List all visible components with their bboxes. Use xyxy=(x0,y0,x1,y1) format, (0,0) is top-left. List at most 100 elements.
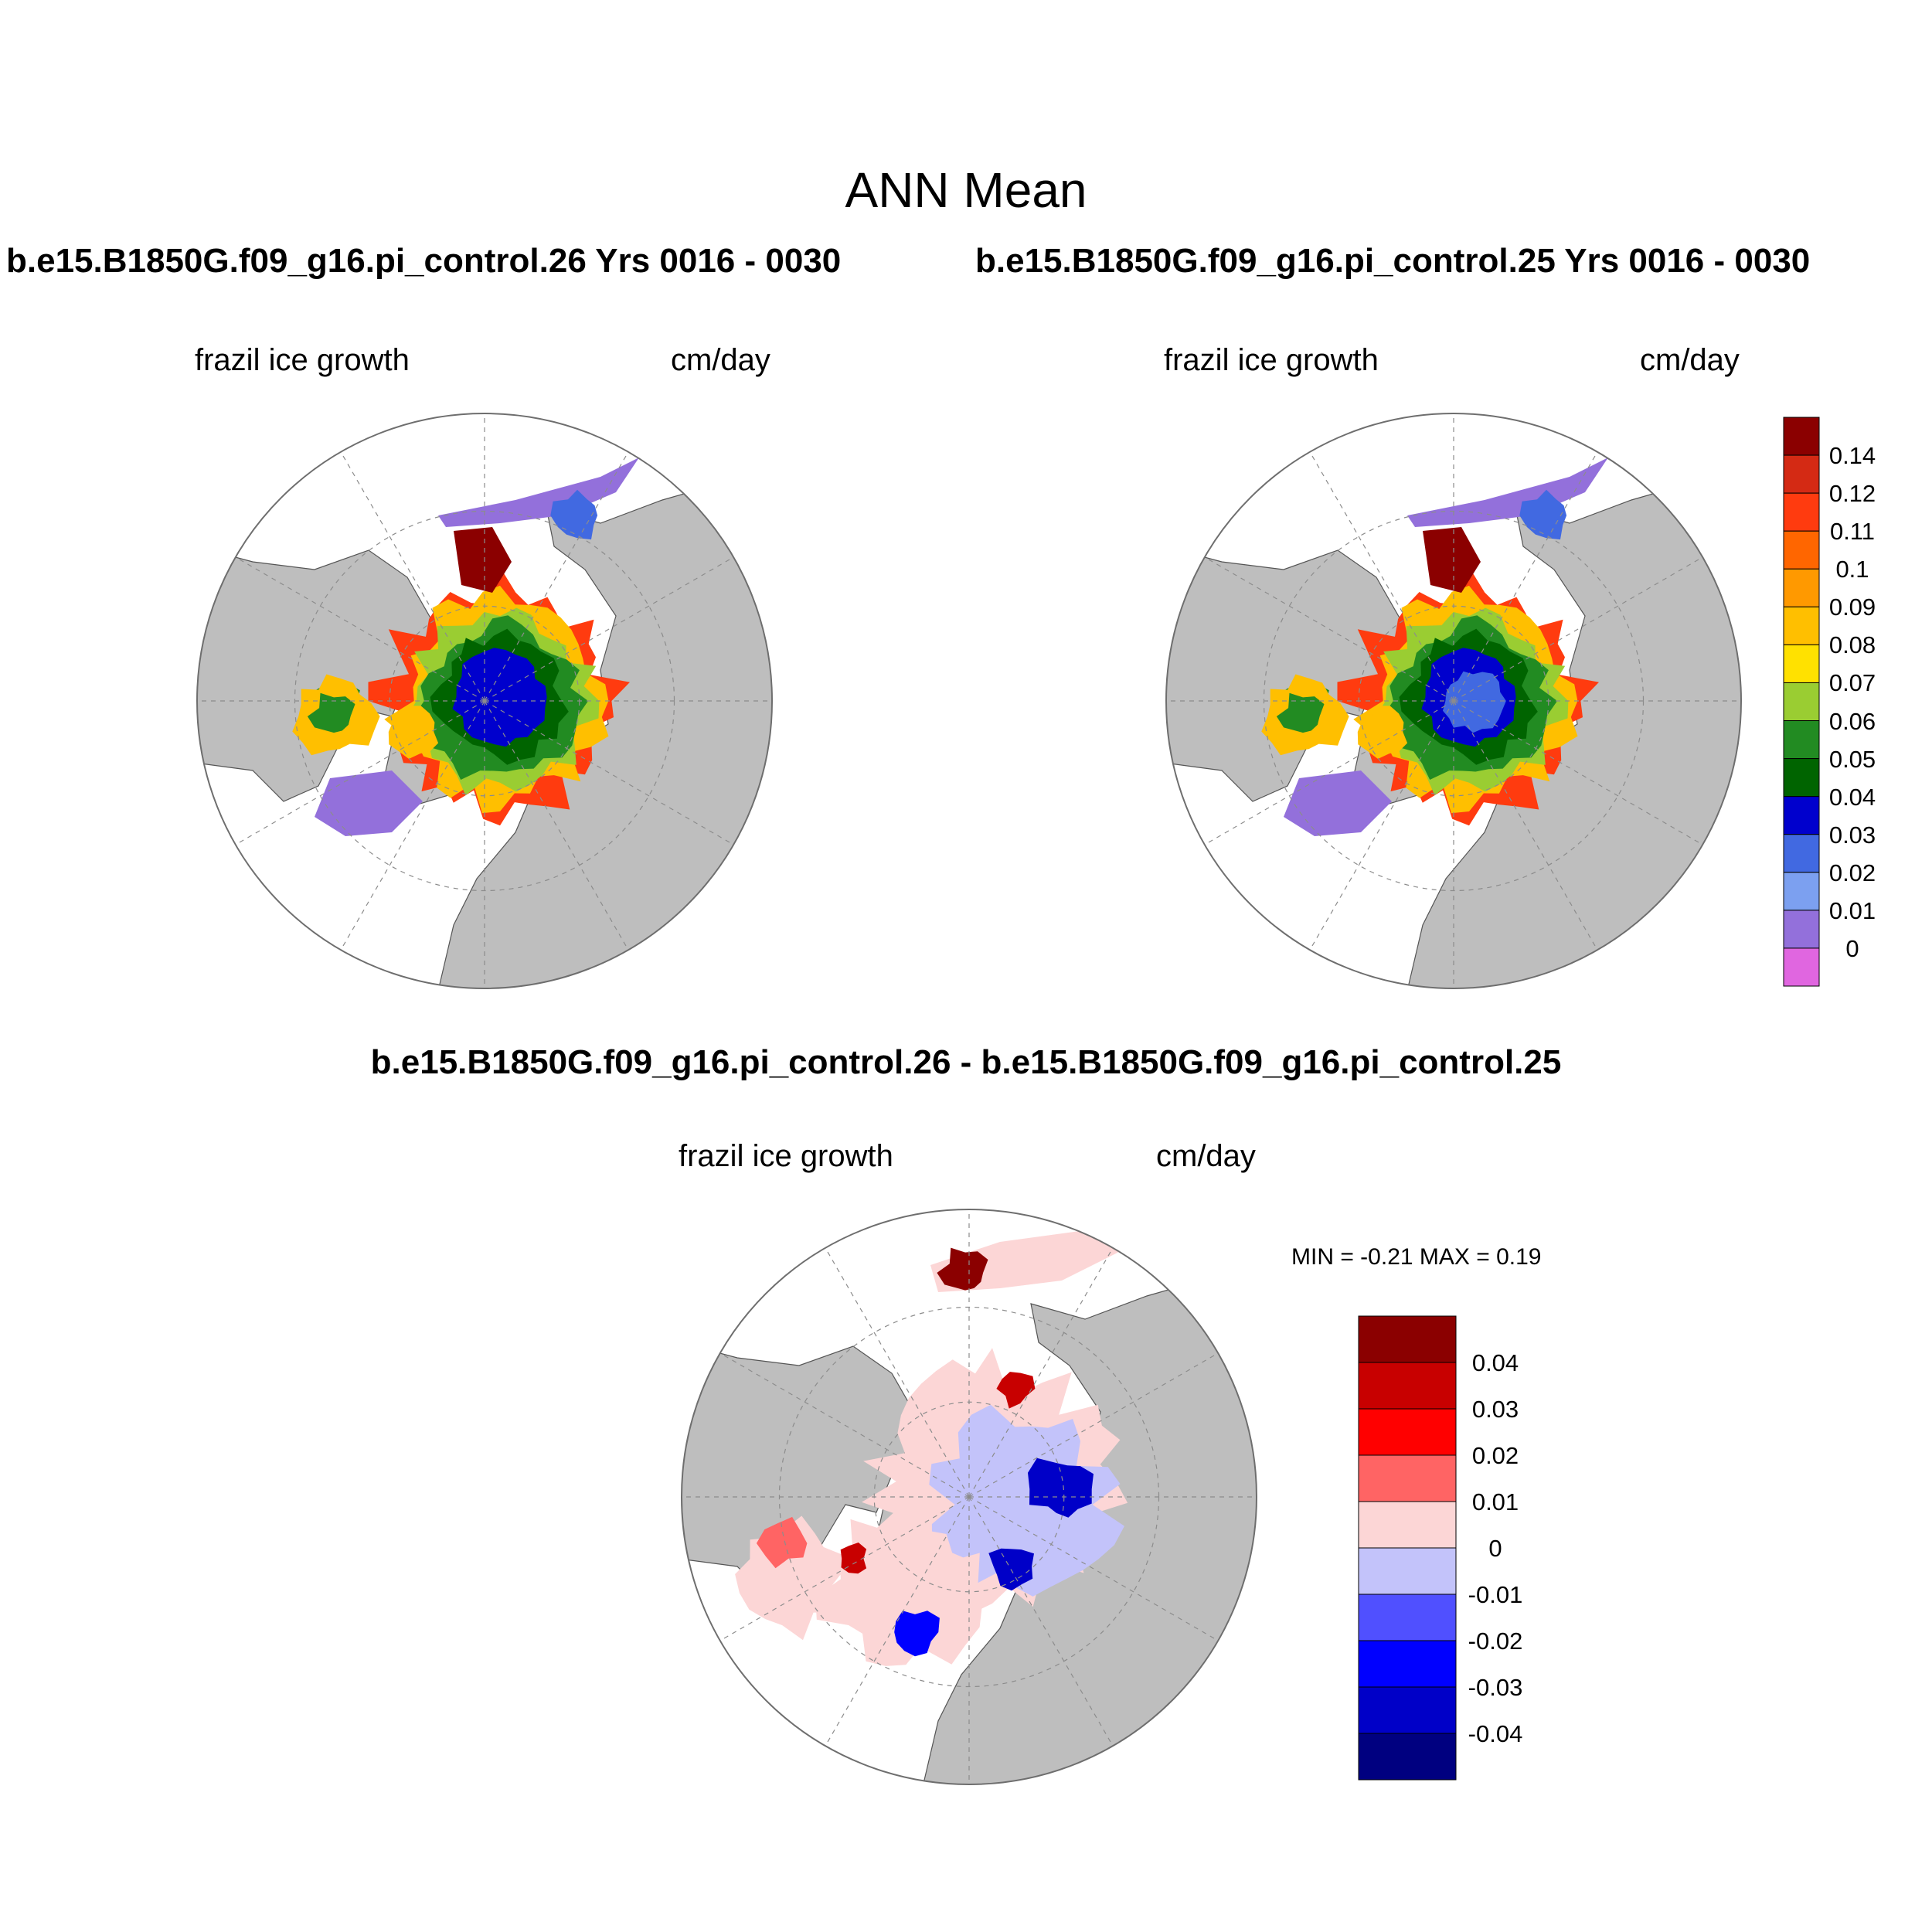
sea-ice-contour xyxy=(438,457,639,527)
panel1-left-label: frazil ice growth xyxy=(195,343,410,377)
sea-ice-contour xyxy=(1519,489,1567,540)
map-boundary xyxy=(1165,413,1742,989)
diff-colorbar-box xyxy=(1358,1733,1457,1781)
diff-colorbar-tick-label: 0.03 xyxy=(1471,1396,1519,1423)
panel2-right-label: cm/day xyxy=(1640,343,1740,377)
mean-colorbar-tick-label: 0 xyxy=(1845,934,1859,962)
mean-colorbar-tick-label: 0.06 xyxy=(1828,707,1876,735)
sea-ice-contour xyxy=(756,1516,808,1569)
meridian-line xyxy=(968,1496,1219,1641)
meridian-line xyxy=(1204,700,1454,845)
map-boundary xyxy=(681,1209,1257,1785)
mean-colorbar-tick-label: 0.09 xyxy=(1828,594,1876,621)
meridian-line xyxy=(1453,556,1703,702)
sea-ice-contour xyxy=(550,489,598,540)
polar-map-case25 xyxy=(1165,413,1742,989)
mean-colorbar-box xyxy=(1783,947,1820,987)
diff-colorbar-box xyxy=(1358,1454,1457,1502)
sea-ice-contour xyxy=(1407,457,1608,527)
mean-colorbar-box xyxy=(1783,834,1820,873)
sea-ice-contour xyxy=(1423,527,1481,593)
diff-colorbar-box xyxy=(1358,1640,1457,1688)
diff-colorbar-box xyxy=(1358,1362,1457,1410)
diff-colorbar-tick-label: 0.04 xyxy=(1471,1349,1519,1376)
meridian-line xyxy=(968,1247,1114,1498)
sea-ice-contour xyxy=(937,1247,988,1291)
sea-ice-contour xyxy=(996,1372,1036,1409)
diff-colorbar-box xyxy=(1358,1686,1457,1734)
mean-colorbar-box xyxy=(1783,454,1820,494)
mean-colorbar-box xyxy=(1783,910,1820,949)
mean-colorbar-tick-label: 0.02 xyxy=(1828,859,1876,886)
mean-colorbar-tick-label: 0.14 xyxy=(1828,442,1876,470)
diff-colorbar xyxy=(1358,1315,1457,1781)
mean-colorbar-box xyxy=(1783,720,1820,760)
diff-colorbar-tick-label: 0.02 xyxy=(1471,1442,1519,1469)
mean-colorbar-tick-label: 0.05 xyxy=(1828,745,1876,773)
diff-colorbar-box xyxy=(1358,1501,1457,1549)
diff-case-title: b.e15.B1850G.f09_g16.pi_control.26 - b.e… xyxy=(370,1043,1562,1081)
mean-colorbar-tick-label: 0.08 xyxy=(1828,631,1876,659)
mean-colorbar-tick-label: 0.11 xyxy=(1829,518,1876,546)
panel1-case-title: b.e15.B1850G.f09_g16.pi_control.26 Yrs 0… xyxy=(6,242,842,280)
meridian-line xyxy=(719,1496,970,1641)
meridian-line xyxy=(1204,556,1454,702)
meridian-line xyxy=(484,700,629,951)
diff-colorbar-tick-label: 0.01 xyxy=(1471,1488,1519,1515)
panel1-right-label: cm/day xyxy=(671,343,770,377)
sea-ice-contour xyxy=(1276,692,1325,733)
diff-colorbar-box xyxy=(1358,1408,1457,1456)
meridian-line xyxy=(719,1352,970,1498)
panel2-left-label: frazil ice growth xyxy=(1164,343,1379,377)
sea-ice-contour xyxy=(1028,1458,1094,1518)
diff-colorbar-tick-label: -0.04 xyxy=(1468,1720,1523,1747)
diff-colorbar-box xyxy=(1358,1315,1457,1363)
diff-right-label: cm/day xyxy=(1156,1139,1256,1173)
figure-title: ANN Mean xyxy=(845,162,1087,218)
mean-colorbar xyxy=(1783,417,1820,987)
mean-colorbar-tick-label: 0.07 xyxy=(1828,669,1876,697)
meridian-line xyxy=(340,700,485,951)
meridian-line xyxy=(968,1496,1114,1747)
meridian-line xyxy=(1309,451,1454,702)
sea-ice-contour xyxy=(315,770,423,836)
diff-colorbar-tick-label: 0 xyxy=(1488,1535,1502,1562)
mean-colorbar-tick-label: 0.03 xyxy=(1828,821,1876,849)
meridian-line xyxy=(968,1352,1219,1498)
mean-colorbar-tick-label: 0.04 xyxy=(1828,783,1876,811)
mean-colorbar-tick-label: 0.12 xyxy=(1828,480,1876,508)
meridian-line xyxy=(825,1247,970,1498)
diff-colorbar-tick-label: -0.03 xyxy=(1468,1674,1523,1701)
diff-colorbar-box xyxy=(1358,1547,1457,1595)
sea-ice-contour xyxy=(929,1404,1124,1597)
sea-ice-contour xyxy=(1284,770,1392,836)
mean-colorbar-box xyxy=(1783,758,1820,798)
diff-colorbar-tick-label: -0.02 xyxy=(1468,1628,1523,1655)
diff-colorbar-box xyxy=(1358,1594,1457,1641)
diff-colorbar-tick-label: -0.01 xyxy=(1468,1581,1523,1608)
mean-colorbar-box xyxy=(1783,606,1820,645)
meridian-line xyxy=(484,556,734,702)
sea-ice-contour xyxy=(894,1611,940,1657)
panel2-case-title: b.e15.B1850G.f09_g16.pi_control.25 Yrs 0… xyxy=(975,242,1811,280)
meridian-line xyxy=(340,451,485,702)
sea-ice-contour xyxy=(454,527,512,593)
meridian-line xyxy=(1453,700,1703,845)
sea-ice-contour xyxy=(307,692,355,733)
diff-left-label: frazil ice growth xyxy=(679,1139,893,1173)
sea-ice-contour xyxy=(1443,671,1506,733)
meridian-line xyxy=(825,1496,970,1747)
meridian-line xyxy=(484,700,734,845)
meridian-line xyxy=(1453,700,1598,951)
meridian-line xyxy=(1309,700,1454,951)
mean-colorbar-box xyxy=(1783,682,1820,722)
mean-colorbar-tick-label: 0.01 xyxy=(1828,896,1876,924)
meridian-line xyxy=(484,451,629,702)
sea-ice-contour xyxy=(474,671,537,733)
mean-colorbar-tick-label: 0.1 xyxy=(1835,556,1869,583)
meridian-line xyxy=(235,556,485,702)
diff-minmax-label: MIN = -0.21 MAX = 0.19 xyxy=(1291,1244,1542,1270)
polar-map-difference xyxy=(681,1209,1257,1785)
polar-map-case26 xyxy=(196,413,773,989)
mean-colorbar-box xyxy=(1783,417,1820,456)
